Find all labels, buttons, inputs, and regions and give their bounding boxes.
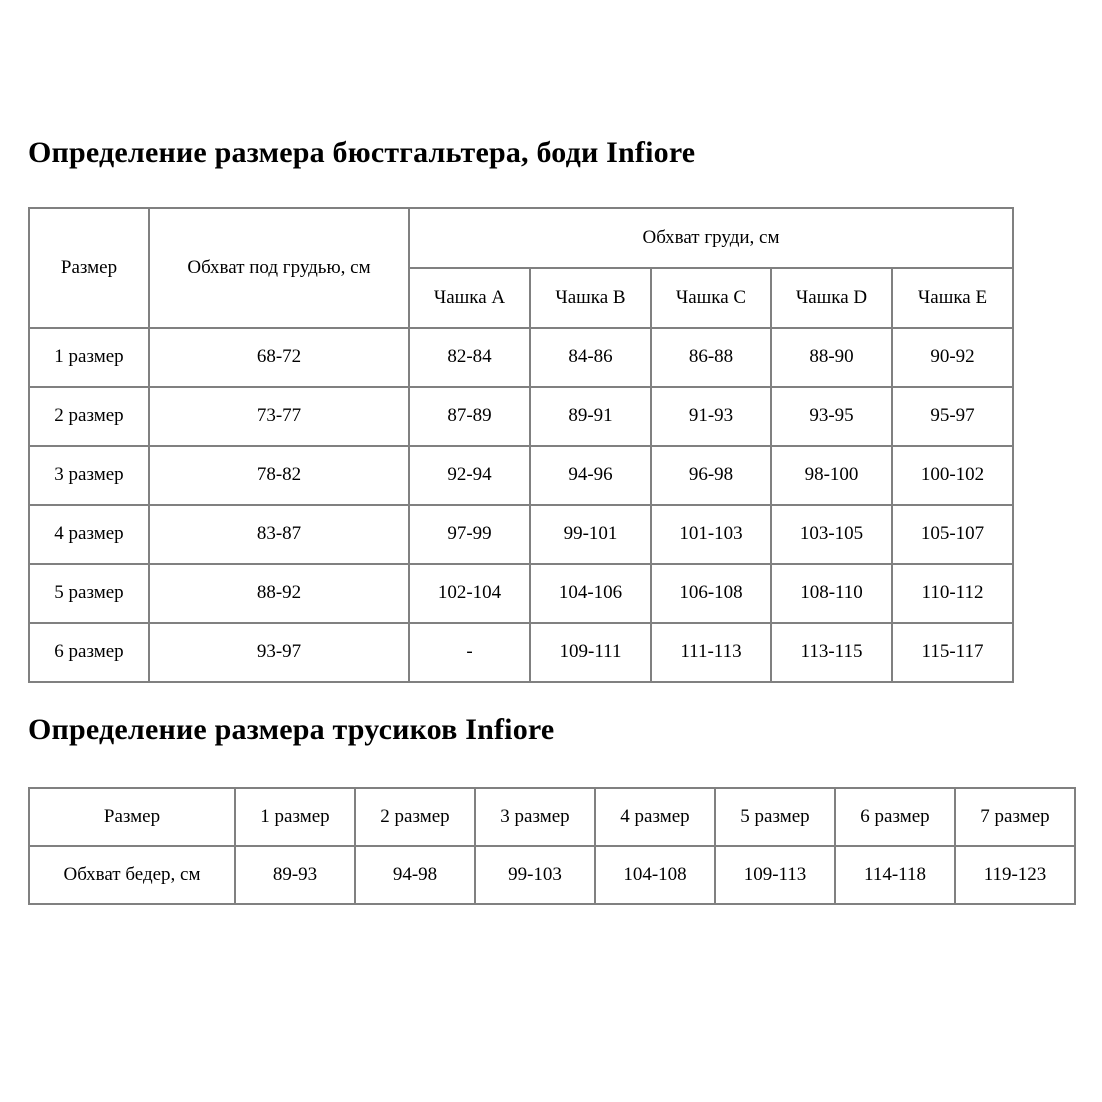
cup-a-cell: 92-94 — [408, 444, 531, 506]
column-header-cup-c: Чашка C — [650, 266, 772, 329]
cup-a-cell: 82-84 — [408, 326, 531, 388]
table-row: 5 размер 88-92 102-104 104-106 106-108 1… — [28, 562, 1014, 624]
cup-b-cell: 104-106 — [529, 562, 652, 624]
cup-d-cell: 103-105 — [770, 503, 893, 565]
column-header-size-2: 2 размер — [354, 787, 476, 847]
column-header-size-5: 5 размер — [714, 787, 836, 847]
underbust-cell: 88-92 — [148, 562, 410, 624]
cup-a-cell: 97-99 — [408, 503, 531, 565]
cup-a-cell: 87-89 — [408, 385, 531, 447]
cup-d-cell: 98-100 — [770, 444, 893, 506]
cup-e-cell: 95-97 — [891, 385, 1014, 447]
underbust-cell: 73-77 — [148, 385, 410, 447]
column-header-cup-d: Чашка D — [770, 266, 893, 329]
bra-size-table: Размер Обхват под грудью, см Обхват груд… — [28, 206, 1014, 683]
cup-c-cell: 111-113 — [650, 621, 772, 683]
hips-cell-3: 99-103 — [474, 845, 596, 905]
cup-d-cell: 93-95 — [770, 385, 893, 447]
table-row: 3 размер 78-82 92-94 94-96 96-98 98-100 … — [28, 444, 1014, 506]
column-header-bust-group: Обхват груди, см — [408, 206, 1014, 269]
size-label-cell: 4 размер — [28, 503, 150, 565]
bra-table-header-row-1: Размер Обхват под грудью, см Обхват груд… — [28, 206, 1014, 329]
cup-b-cell: 99-101 — [529, 503, 652, 565]
size-label-cell: 1 размер — [28, 326, 150, 388]
underbust-cell: 68-72 — [148, 326, 410, 388]
cup-c-cell: 91-93 — [650, 385, 772, 447]
size-label-cell: 3 размер — [28, 444, 150, 506]
column-header-underbust: Обхват под грудью, см — [148, 206, 410, 329]
size-label-cell: 2 размер — [28, 385, 150, 447]
underbust-cell: 78-82 — [148, 444, 410, 506]
size-label-cell: 6 размер — [28, 621, 150, 683]
hips-cell-1: 89-93 — [234, 845, 356, 905]
underbust-cell: 93-97 — [148, 621, 410, 683]
cup-b-cell: 109-111 — [529, 621, 652, 683]
cup-c-cell: 106-108 — [650, 562, 772, 624]
cup-b-cell: 84-86 — [529, 326, 652, 388]
cup-e-cell: 100-102 — [891, 444, 1014, 506]
cup-a-cell: - — [408, 621, 531, 683]
cup-b-cell: 89-91 — [529, 385, 652, 447]
cup-d-cell: 88-90 — [770, 326, 893, 388]
table-row: 6 размер 93-97 - 109-111 111-113 113-115… — [28, 621, 1014, 683]
panties-table-header-row: Размер 1 размер 2 размер 3 размер 4 разм… — [28, 787, 1076, 847]
column-header-size: Размер — [28, 206, 150, 329]
cup-e-cell: 115-117 — [891, 621, 1014, 683]
cup-e-cell: 110-112 — [891, 562, 1014, 624]
hips-cell-7: 119-123 — [954, 845, 1076, 905]
table-row: 4 размер 83-87 97-99 99-101 101-103 103-… — [28, 503, 1014, 565]
underbust-cell: 83-87 — [148, 503, 410, 565]
panties-size-table: Размер 1 размер 2 размер 3 размер 4 разм… — [28, 787, 1076, 905]
table-row: 2 размер 73-77 87-89 89-91 91-93 93-95 9… — [28, 385, 1014, 447]
cup-e-cell: 105-107 — [891, 503, 1014, 565]
bra-section-title: Определение размера бюстгальтера, боди I… — [28, 136, 696, 169]
column-header-cup-a: Чашка A — [408, 266, 531, 329]
cup-c-cell: 96-98 — [650, 444, 772, 506]
cup-b-cell: 94-96 — [529, 444, 652, 506]
column-header-size-3: 3 размер — [474, 787, 596, 847]
hips-cell-4: 104-108 — [594, 845, 716, 905]
column-header-size-4: 4 размер — [594, 787, 716, 847]
column-header-size-7: 7 размер — [954, 787, 1076, 847]
table-row: Обхват бедер, см 89-93 94-98 99-103 104-… — [28, 845, 1076, 905]
hips-cell-6: 114-118 — [834, 845, 956, 905]
column-header-size-6: 6 размер — [834, 787, 956, 847]
table-row: 1 размер 68-72 82-84 84-86 86-88 88-90 9… — [28, 326, 1014, 388]
column-header-size: Размер — [28, 787, 236, 847]
cup-a-cell: 102-104 — [408, 562, 531, 624]
column-header-cup-e: Чашка E — [891, 266, 1014, 329]
panties-section-title: Определение размера трусиков Infiore — [28, 712, 555, 746]
cup-d-cell: 113-115 — [770, 621, 893, 683]
cup-c-cell: 101-103 — [650, 503, 772, 565]
column-header-cup-b: Чашка B — [529, 266, 652, 329]
cup-c-cell: 86-88 — [650, 326, 772, 388]
column-header-size-1: 1 размер — [234, 787, 356, 847]
cup-e-cell: 90-92 — [891, 326, 1014, 388]
hips-row-label: Обхват бедер, см — [28, 845, 236, 905]
document-page: Определение размера бюстгальтера, боди I… — [28, 136, 1076, 905]
hips-cell-5: 109-113 — [714, 845, 836, 905]
cup-d-cell: 108-110 — [770, 562, 893, 624]
size-label-cell: 5 размер — [28, 562, 150, 624]
hips-cell-2: 94-98 — [354, 845, 476, 905]
bra-table-header-row-2: Чашка A Чашка B Чашка C Чашка D Чашка E — [29, 266, 1014, 329]
